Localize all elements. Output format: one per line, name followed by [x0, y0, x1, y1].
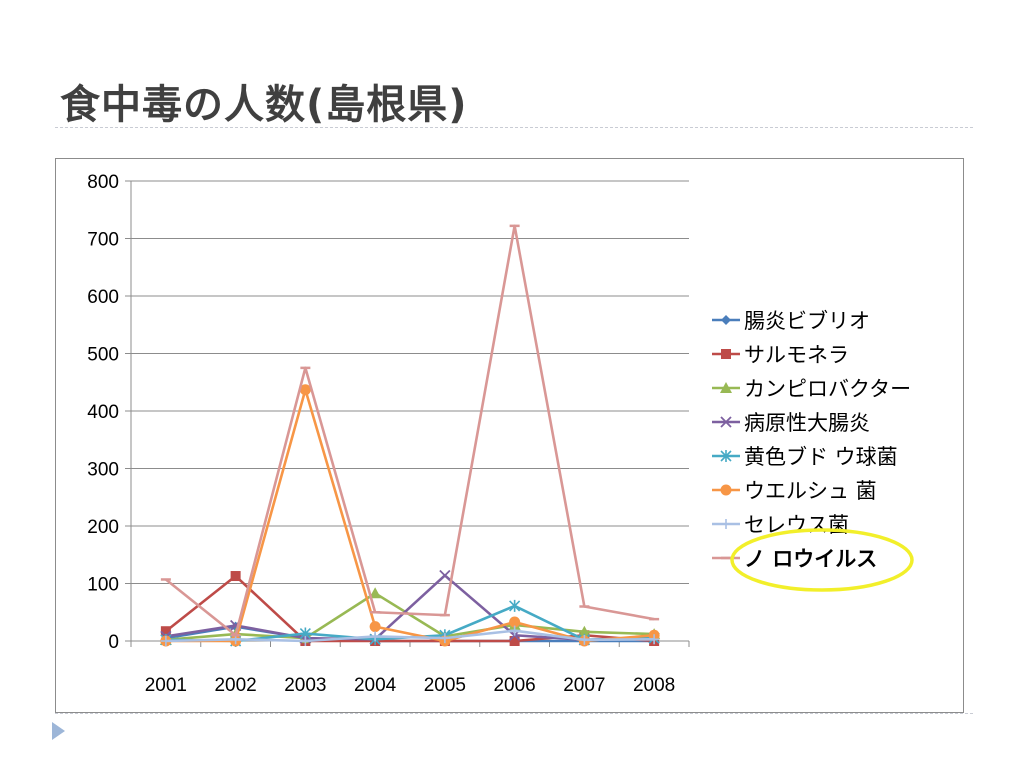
legend-entry: ウエルシュ 菌 [712, 479, 877, 503]
y-tick-label: 0 [108, 632, 119, 653]
legend-swatch-marker [720, 416, 732, 428]
legend-swatch-marker [721, 315, 731, 325]
legend-label: 黄色ブド ウ球菌 [744, 445, 898, 469]
legend-label: 腸炎ビブリオ [744, 309, 870, 333]
legend-swatch-marker [721, 349, 731, 359]
legend-swatch-marker [720, 382, 732, 393]
legend-entry: 腸炎ビブリオ [712, 309, 870, 333]
series-line [165, 224, 655, 637]
y-tick-label: 600 [87, 287, 119, 308]
x-tick-label: 2008 [633, 675, 675, 696]
y-tick-label: 300 [87, 460, 119, 481]
legend-label: カンピロバクター [744, 377, 911, 401]
series-7 [160, 625, 660, 646]
data-point [439, 633, 450, 644]
legend-label: 病原性大腸炎 [744, 411, 870, 435]
slide-title: 食中毒の人数(島根県) [60, 82, 468, 128]
legend-entry: サルモネラ [712, 343, 849, 367]
legend-entry: 黄色ブド ウ球菌 [712, 445, 898, 469]
highlight-circle [730, 528, 914, 592]
legend-entry: カンピロバクター [712, 377, 911, 401]
legend-swatch-marker [720, 484, 732, 496]
legend-entry: ノ ロウイルス [712, 547, 877, 571]
gridlines [125, 180, 689, 642]
data-point [649, 634, 660, 645]
bottom-divider [55, 713, 973, 714]
data-point [578, 625, 591, 637]
legend-label: サルモネラ [744, 343, 849, 367]
y-tick-label: 500 [87, 345, 119, 366]
data-point [439, 569, 451, 582]
data-point [509, 599, 521, 612]
data-point [509, 636, 520, 646]
x-tick-label: 2001 [145, 675, 187, 696]
data-point [230, 571, 241, 582]
y-tick-label: 700 [87, 230, 119, 251]
data-point [509, 616, 521, 628]
data-point [370, 631, 381, 642]
legend-entry: 病原性大腸炎 [712, 411, 870, 435]
x-tick-label: 2002 [214, 675, 256, 696]
x-tick-label: 2006 [493, 675, 535, 696]
data-point [369, 587, 382, 599]
data-point [160, 626, 171, 637]
data-point [509, 625, 520, 636]
y-tick-label: 100 [87, 575, 119, 596]
y-tick-label: 400 [87, 402, 119, 423]
title-divider [55, 127, 973, 128]
y-tick-label: 800 [87, 172, 119, 193]
x-tick-label: 2004 [354, 675, 397, 696]
y-tick-label: 200 [87, 517, 119, 538]
data-point [299, 384, 311, 396]
x-tick-label: 2005 [424, 675, 466, 696]
legend-swatch-marker [721, 519, 731, 529]
series-line [165, 388, 655, 643]
series-8 [160, 224, 660, 637]
legend-entry: セレウス菌 [712, 513, 849, 537]
data-point [579, 634, 590, 645]
data-point [300, 636, 311, 646]
series-line [165, 629, 655, 643]
data-point [160, 636, 171, 646]
x-tick-label: 2003 [284, 675, 326, 696]
legend-label: ノ ロウイルス [744, 547, 877, 571]
slide-bullet-icon [52, 722, 65, 740]
legend-label: セレウス菌 [744, 513, 849, 537]
x-tick-label: 2007 [563, 675, 605, 696]
data-point [369, 621, 381, 633]
legend-swatch-marker [720, 450, 732, 462]
legend-label: ウエルシュ 菌 [744, 479, 877, 503]
